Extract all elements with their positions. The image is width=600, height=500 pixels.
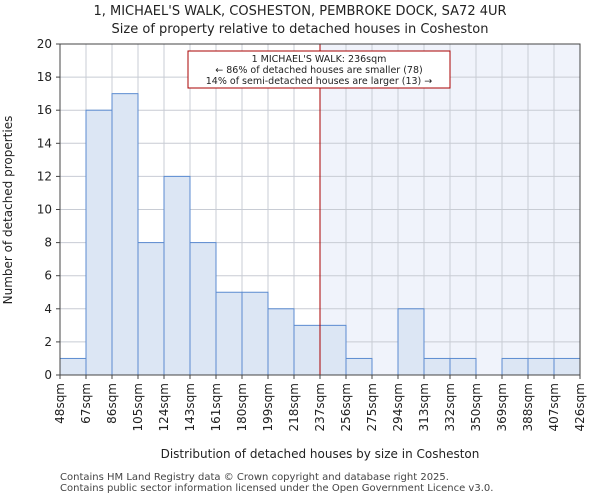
bar-124sqm bbox=[163, 175, 191, 376]
y-tick-label: 6 bbox=[44, 269, 52, 283]
x-tick-label: 294sqm bbox=[391, 383, 405, 431]
bar-105sqm bbox=[137, 242, 165, 376]
x-tick-label: 161sqm bbox=[209, 383, 223, 431]
x-tick-label: 199sqm bbox=[261, 383, 275, 431]
x-tick-label: 218sqm bbox=[287, 383, 301, 431]
x-tick-label: 180sqm bbox=[235, 383, 249, 431]
bar-48sqm bbox=[59, 357, 87, 376]
bar-256sqm bbox=[345, 357, 373, 376]
x-tick-label: 86sqm bbox=[105, 383, 119, 424]
annotation-line-1: 1 MICHAEL'S WALK: 236sqm bbox=[252, 54, 387, 65]
y-tick-label: 20 bbox=[37, 37, 52, 51]
x-tick-label: 143sqm bbox=[183, 383, 197, 431]
y-tick-label: 4 bbox=[44, 302, 52, 316]
x-tick-label: 105sqm bbox=[131, 383, 145, 431]
y-axis-label: Number of detached properties bbox=[1, 116, 15, 305]
bar-388sqm bbox=[527, 357, 555, 376]
y-tick-label: 16 bbox=[37, 103, 52, 117]
y-tick-label: 14 bbox=[37, 136, 52, 150]
x-tick-label: 124sqm bbox=[157, 383, 171, 431]
x-tick-label: 67sqm bbox=[79, 383, 93, 424]
y-tick-label: 10 bbox=[37, 203, 52, 217]
bar-294sqm bbox=[397, 308, 425, 376]
x-tick-label: 332sqm bbox=[443, 383, 457, 431]
x-tick-label: 426sqm bbox=[573, 383, 587, 431]
x-tick-label: 407sqm bbox=[547, 383, 561, 431]
x-tick-label: 350sqm bbox=[469, 383, 483, 431]
bar-86sqm bbox=[111, 93, 139, 376]
footer-line-2: Contains public sector information licen… bbox=[60, 483, 494, 494]
x-tick-label: 369sqm bbox=[495, 383, 509, 431]
bars bbox=[59, 93, 581, 376]
y-tick-label: 2 bbox=[44, 335, 52, 349]
bar-180sqm bbox=[241, 291, 269, 376]
bar-237sqm bbox=[319, 324, 347, 376]
bar-369sqm bbox=[501, 357, 529, 376]
bar-67sqm bbox=[85, 109, 113, 376]
bar-161sqm bbox=[215, 291, 243, 376]
y-tick-labels: 0 2 4 6 8 10 12 14 16 18 20 bbox=[37, 37, 60, 382]
y-tick-label: 12 bbox=[37, 169, 52, 183]
x-tick-label: 313sqm bbox=[417, 383, 431, 431]
bar-143sqm bbox=[189, 242, 217, 376]
annotation-line-2: ← 86% of detached houses are smaller (78… bbox=[215, 65, 422, 76]
annotation-frame bbox=[187, 50, 451, 89]
x-tick-label: 388sqm bbox=[521, 383, 535, 431]
chart-subtitle: Size of property relative to detached ho… bbox=[112, 22, 489, 37]
y-tick-label: 8 bbox=[44, 236, 52, 250]
bar-218sqm bbox=[293, 324, 321, 376]
x-tick-labels: 48sqm 67sqm 86sqm 105sqm 124sqm 143sqm 161sqm 1… bbox=[53, 375, 587, 431]
x-tick-label: 237sqm bbox=[313, 383, 327, 431]
y-tick-label: 0 bbox=[44, 368, 52, 382]
chart-title: 1, MICHAEL'S WALK, COSHESTON, PEMBROKE D… bbox=[93, 4, 506, 19]
x-tick-label: 256sqm bbox=[339, 383, 353, 431]
bar-199sqm bbox=[267, 308, 295, 376]
bar-313sqm bbox=[423, 357, 451, 376]
chart-svg: 0 2 4 6 8 10 12 14 16 18 20 48sqm 67sqm 86sqm 105sqm 1… bbox=[1, 4, 587, 461]
annotation-box: 1 MICHAEL'S WALK: 236sqm ← 86% of detach… bbox=[187, 50, 451, 89]
x-tick-label: 48sqm bbox=[53, 383, 67, 424]
bar-407sqm bbox=[553, 357, 581, 376]
annotation-line-3: 14% of semi-detached houses are larger (… bbox=[206, 76, 433, 87]
footer-line-1: Contains HM Land Registry data © Crown c… bbox=[60, 472, 449, 483]
y-tick-label: 18 bbox=[37, 70, 52, 84]
x-tick-label: 275sqm bbox=[365, 383, 379, 431]
bar-332sqm bbox=[449, 357, 477, 376]
x-axis-label: Distribution of detached houses by size … bbox=[161, 447, 480, 461]
